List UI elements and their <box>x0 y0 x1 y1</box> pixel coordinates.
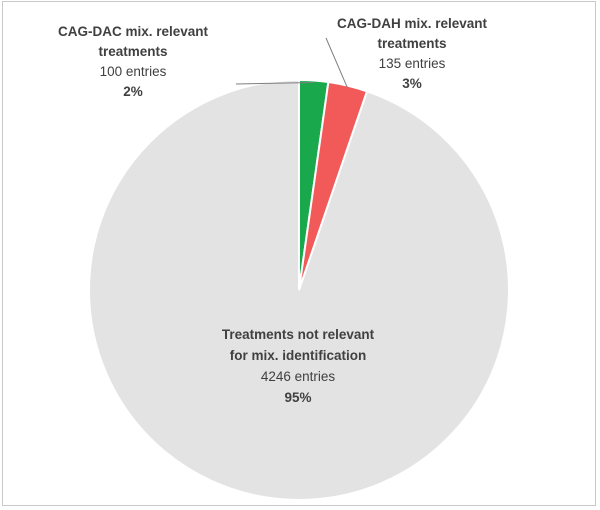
label-cag-dac-percent: 2% <box>123 84 143 99</box>
label-cag-dah: CAG-DAH mix. relevant treatments 135 ent… <box>337 16 488 91</box>
slice-cag-dah <box>298 80 369 291</box>
label-cag-dah-entries: 135 entries <box>379 56 446 71</box>
leader-lines <box>235 37 348 88</box>
label-not-relevant-entries: 4246 entries <box>261 369 336 384</box>
label-cag-dac: CAG-DAC mix. relevant treatments 100 ent… <box>58 24 209 99</box>
label-cag-dac-line2: treatments <box>98 44 167 59</box>
label-cag-dah-percent: 3% <box>402 76 422 91</box>
label-not-relevant: Treatments not relevant for mix. identif… <box>222 327 375 405</box>
leader-line-cag-dac <box>235 82 314 85</box>
label-cag-dac-line1: CAG-DAC mix. relevant <box>58 24 209 39</box>
label-not-relevant-line2: for mix. identification <box>230 348 367 363</box>
label-cag-dac-entries: 100 entries <box>100 64 167 79</box>
leader-line-cag-dah <box>325 37 348 88</box>
label-not-relevant-line1: Treatments not relevant <box>222 327 375 342</box>
label-not-relevant-percent: 95% <box>284 390 311 405</box>
label-cag-dah-line2: treatments <box>377 36 446 51</box>
pie-slices <box>88 78 510 501</box>
label-cag-dah-line1: CAG-DAH mix. relevant <box>337 16 488 31</box>
